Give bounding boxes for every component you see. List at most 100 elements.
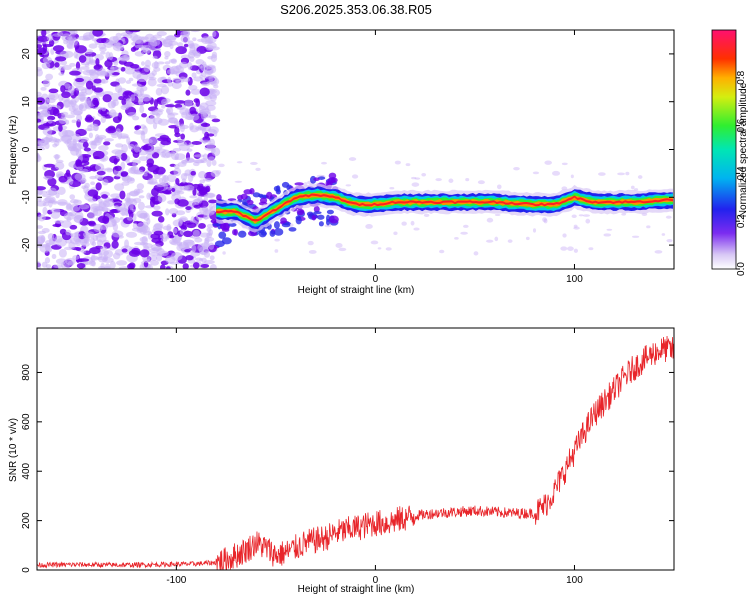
noise-blob — [155, 87, 163, 96]
noise-blob — [51, 253, 57, 260]
noise-blob — [103, 249, 114, 258]
noise-blob — [561, 162, 568, 166]
noise-blob — [377, 247, 382, 250]
noise-blob — [40, 86, 47, 91]
noise-blob — [187, 62, 193, 71]
noise-blob — [631, 235, 640, 238]
noise-blob — [637, 175, 643, 179]
noise-blob — [69, 70, 81, 76]
signal-blob — [232, 229, 237, 236]
noise-blob — [128, 143, 135, 150]
noise-blob — [58, 72, 65, 76]
noise-blob — [56, 199, 68, 206]
noise-blob — [37, 44, 43, 49]
noise-blob — [125, 158, 130, 164]
noise-blob — [621, 213, 627, 216]
noise-blob — [485, 239, 494, 243]
noise-blob — [152, 169, 159, 175]
noise-blob — [199, 102, 209, 111]
noise-blob — [115, 84, 123, 93]
noise-blob — [124, 68, 136, 75]
noise-blob — [189, 219, 197, 223]
noise-blob — [153, 66, 161, 72]
noise-blob — [154, 108, 164, 113]
noise-blob — [189, 56, 195, 63]
noise-blob — [200, 139, 212, 143]
noise-blob — [102, 94, 112, 103]
snr-panel: -100 0 100 0 200 400 600 800 Height of straigh… — [8, 327, 675, 595]
noise-blob — [177, 42, 184, 48]
noise-blob — [348, 157, 357, 161]
colorbar-tick-label: 0.0 — [736, 262, 747, 276]
noise-blob — [60, 111, 69, 116]
noise-blob — [324, 224, 332, 228]
noise-blob — [146, 217, 151, 225]
noise-blob — [126, 192, 131, 202]
noise-blob — [410, 220, 415, 226]
noise-blob — [52, 223, 62, 227]
noise-blob — [80, 62, 90, 66]
noise-blob — [119, 190, 126, 200]
noise-blob — [413, 227, 420, 231]
noise-blob — [121, 98, 127, 106]
noise-blob — [117, 130, 123, 140]
signal-blob — [242, 199, 247, 206]
noise-blob — [157, 215, 165, 223]
noise-blob — [477, 180, 485, 185]
noise-blob — [183, 230, 193, 238]
noise-blob — [156, 83, 167, 88]
noise-blob — [63, 99, 71, 109]
noise-blob — [74, 172, 86, 181]
noise-blob — [133, 144, 140, 153]
signal-blob — [317, 214, 325, 220]
noise-blob — [54, 62, 60, 68]
noise-blob — [88, 69, 97, 76]
noise-blob — [205, 192, 216, 199]
signal-blob — [295, 216, 302, 225]
noise-blob — [206, 223, 214, 229]
noise-blob — [102, 178, 109, 186]
noise-blob — [152, 122, 158, 130]
colorbar-tick-label: 0.8 — [736, 70, 747, 84]
noise-blob — [152, 55, 158, 60]
noise-blob — [439, 249, 445, 254]
signal-blob — [269, 230, 276, 237]
noise-blob — [200, 122, 211, 127]
noise-blob — [164, 61, 171, 65]
x-tick-label: 0 — [373, 575, 379, 586]
noise-blob — [55, 258, 68, 265]
noise-blob — [132, 161, 137, 168]
noise-blob — [193, 51, 201, 59]
noise-blob — [48, 94, 56, 99]
noise-blob — [184, 99, 193, 108]
noise-blob — [78, 55, 87, 63]
noise-blob — [48, 237, 57, 246]
noise-blob — [89, 247, 101, 255]
noise-blob — [104, 59, 113, 68]
noise-blob — [87, 197, 97, 203]
noise-blob — [151, 187, 159, 197]
noise-blob — [646, 225, 651, 229]
noise-blob — [132, 222, 138, 230]
noise-blob — [567, 246, 574, 251]
noise-blob — [405, 163, 411, 167]
noise-blob — [189, 113, 200, 121]
noise-blob — [134, 44, 147, 49]
noise-blob — [148, 252, 160, 257]
noise-blob — [79, 66, 90, 70]
noise-blob — [109, 260, 116, 269]
signal-blob — [326, 209, 334, 215]
colorbar-tick-label: 0.4 — [736, 166, 747, 180]
signal-blob — [328, 172, 337, 180]
noise-blob — [69, 30, 76, 35]
noise-blob — [54, 154, 59, 161]
noise-blob — [129, 202, 134, 211]
noise-blob — [37, 35, 50, 42]
noise-blob — [76, 166, 84, 170]
noise-blob — [89, 123, 97, 128]
noise-blob — [111, 99, 117, 108]
noise-blob — [107, 198, 114, 202]
noise-blob — [414, 177, 421, 180]
signal-blob — [296, 208, 305, 216]
noise-blob — [177, 217, 187, 222]
